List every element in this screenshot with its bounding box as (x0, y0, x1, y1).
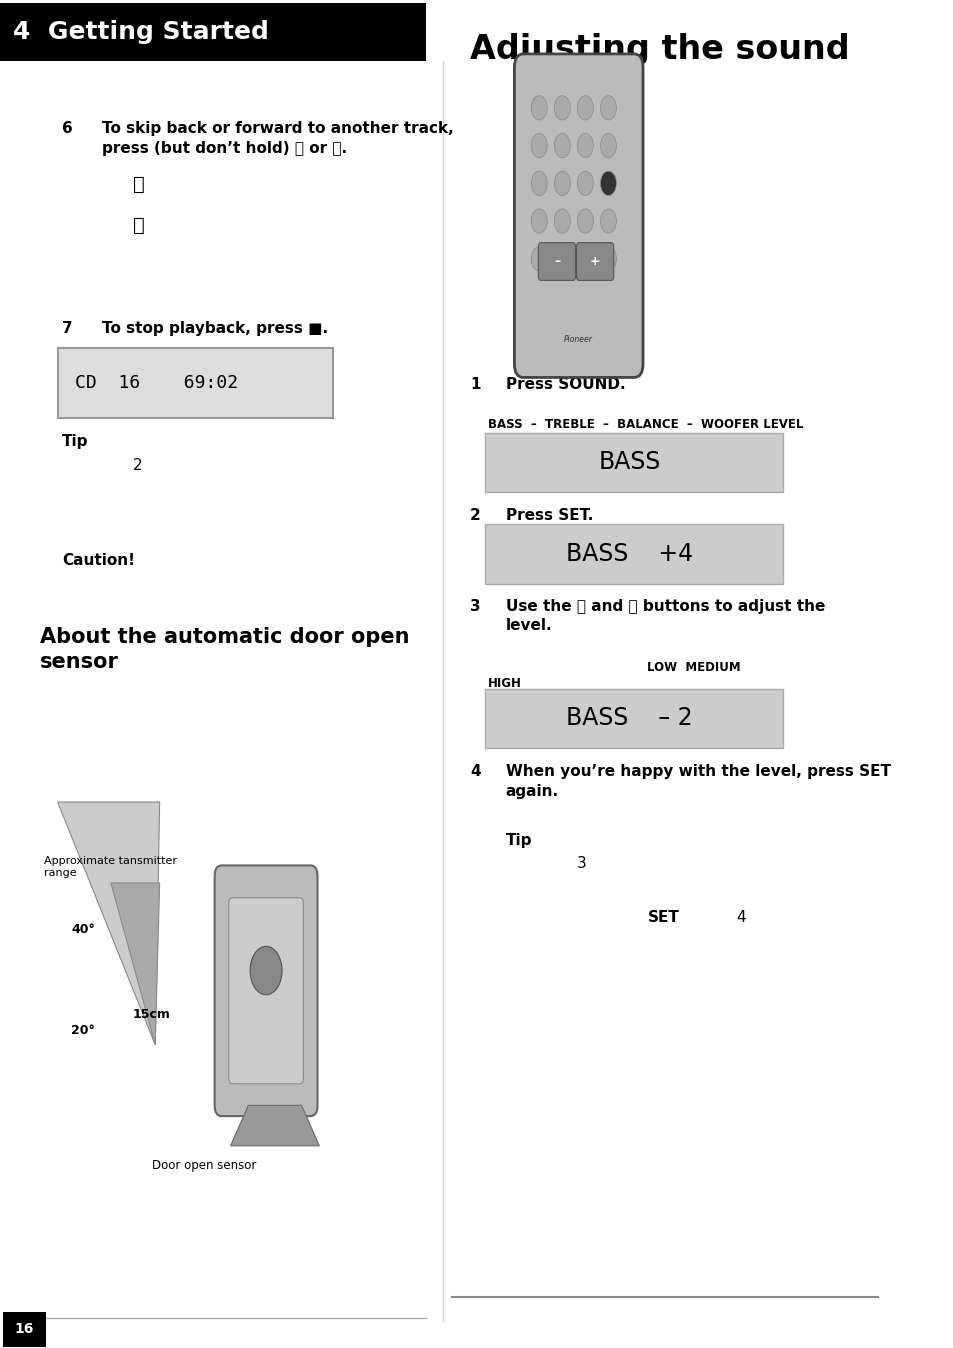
FancyBboxPatch shape (3, 1312, 46, 1347)
FancyBboxPatch shape (0, 3, 425, 61)
Text: 16: 16 (14, 1322, 33, 1336)
Text: About the automatic door open
sensor: About the automatic door open sensor (40, 627, 409, 671)
Polygon shape (111, 883, 159, 1045)
Text: 2: 2 (132, 458, 143, 473)
Circle shape (554, 209, 570, 233)
FancyBboxPatch shape (214, 865, 317, 1116)
Text: 3: 3 (576, 856, 586, 871)
Circle shape (531, 133, 547, 158)
Circle shape (554, 171, 570, 195)
Circle shape (554, 247, 570, 271)
Text: Adjusting the sound: Adjusting the sound (470, 34, 849, 66)
Circle shape (577, 209, 593, 233)
Text: Press SET.: Press SET. (505, 508, 593, 523)
Text: ⏮: ⏮ (132, 216, 145, 235)
Text: +: + (589, 255, 599, 268)
Circle shape (531, 209, 547, 233)
Circle shape (577, 133, 593, 158)
Text: 20°: 20° (71, 1024, 94, 1038)
Circle shape (531, 96, 547, 120)
FancyBboxPatch shape (229, 898, 303, 1084)
Text: Tip: Tip (62, 434, 89, 449)
Circle shape (599, 171, 616, 195)
Text: BASS: BASS (598, 450, 660, 474)
FancyBboxPatch shape (57, 348, 333, 418)
Text: Pioneer: Pioneer (563, 336, 593, 344)
Text: Door open sensor: Door open sensor (152, 1159, 256, 1173)
Text: To stop playback, press ■.: To stop playback, press ■. (102, 321, 328, 336)
Text: BASS    – 2: BASS – 2 (566, 706, 692, 731)
Text: 4: 4 (736, 910, 745, 925)
Text: 3: 3 (470, 599, 480, 613)
Text: Approximate tansmitter
range: Approximate tansmitter range (44, 856, 177, 879)
Circle shape (531, 247, 547, 271)
Text: HIGH: HIGH (487, 677, 521, 690)
Circle shape (577, 171, 593, 195)
Polygon shape (57, 802, 159, 1045)
FancyBboxPatch shape (485, 433, 782, 492)
Circle shape (599, 209, 616, 233)
Text: 15cm: 15cm (132, 1008, 171, 1022)
Text: BASS    +4: BASS +4 (565, 542, 693, 566)
FancyBboxPatch shape (485, 524, 782, 584)
Text: 4: 4 (470, 764, 480, 779)
Circle shape (577, 96, 593, 120)
Text: When you’re happy with the level, press SET
again.: When you’re happy with the level, press … (505, 764, 889, 799)
Text: Caution!: Caution! (62, 553, 135, 568)
Text: 7: 7 (62, 321, 72, 336)
Circle shape (599, 96, 616, 120)
Text: 2: 2 (470, 508, 480, 523)
Text: LOW  MEDIUM: LOW MEDIUM (647, 661, 740, 674)
Text: Press SOUND.: Press SOUND. (505, 377, 624, 392)
Polygon shape (231, 1105, 319, 1146)
FancyBboxPatch shape (537, 243, 575, 280)
Text: BASS  –  TREBLE  –  BALANCE  –  WOOFER LEVEL: BASS – TREBLE – BALANCE – WOOFER LEVEL (487, 418, 802, 431)
FancyBboxPatch shape (485, 689, 782, 748)
Circle shape (599, 247, 616, 271)
Text: Tip: Tip (505, 833, 532, 848)
Text: 1: 1 (470, 377, 480, 392)
Circle shape (554, 133, 570, 158)
Circle shape (531, 171, 547, 195)
Circle shape (599, 133, 616, 158)
Text: 40°: 40° (71, 923, 94, 937)
Text: ⏭: ⏭ (132, 175, 145, 194)
Text: To skip back or forward to another track,
press (but don’t hold) ⏮ or ⏭.: To skip back or forward to another track… (102, 121, 454, 156)
Text: –: – (554, 255, 559, 268)
Circle shape (250, 946, 282, 995)
Text: 6: 6 (62, 121, 72, 136)
Circle shape (577, 247, 593, 271)
FancyBboxPatch shape (576, 243, 613, 280)
Text: Use the ⏮ and ⏭ buttons to adjust the
level.: Use the ⏮ and ⏭ buttons to adjust the le… (505, 599, 824, 634)
Circle shape (554, 96, 570, 120)
Text: CD  16    69:02: CD 16 69:02 (75, 373, 238, 392)
Text: SET: SET (647, 910, 679, 925)
FancyBboxPatch shape (514, 54, 642, 377)
Text: 4  Getting Started: 4 Getting Started (13, 20, 269, 44)
